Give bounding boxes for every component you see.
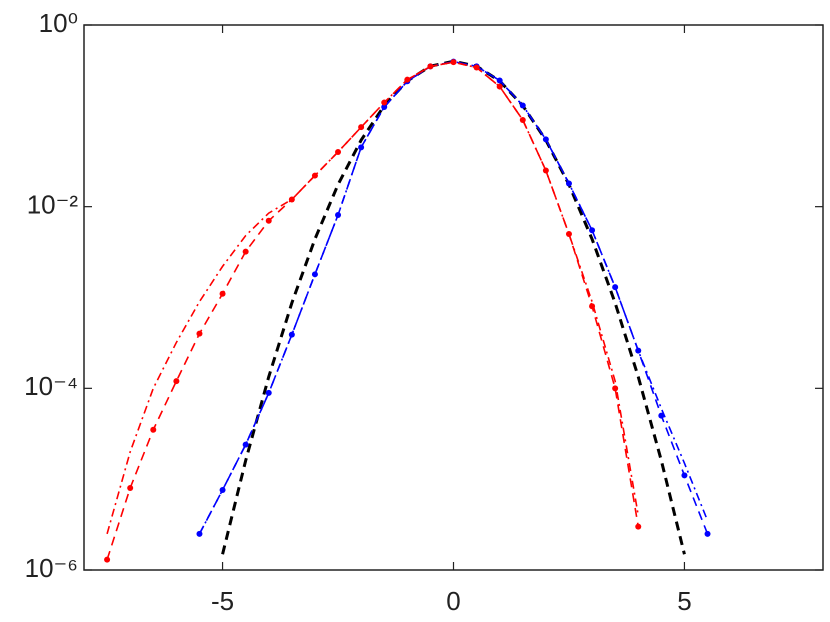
- data-point: [196, 530, 203, 537]
- data-point: [335, 211, 342, 218]
- data-point: [127, 484, 134, 491]
- data-point: [589, 303, 596, 310]
- data-point: [150, 426, 157, 433]
- data-point: [635, 523, 642, 530]
- x-tick-label: 5: [677, 586, 691, 616]
- data-point: [681, 472, 688, 479]
- data-point: [173, 378, 180, 385]
- data-point: [404, 76, 411, 83]
- data-point: [381, 99, 388, 106]
- data-point: [242, 248, 249, 255]
- data-point: [265, 217, 272, 224]
- data-point: [242, 441, 249, 448]
- data-point: [265, 389, 272, 396]
- data-point: [519, 116, 526, 123]
- data-point: [496, 83, 503, 90]
- data-point: [565, 180, 572, 187]
- data-point: [381, 104, 388, 111]
- data-point: [219, 486, 226, 493]
- data-point: [635, 347, 642, 354]
- data-point: [450, 59, 457, 66]
- series-line: [106, 61, 640, 560]
- data-point: [311, 271, 318, 278]
- data-point: [196, 330, 203, 337]
- x-tick-label: -5: [211, 586, 234, 616]
- data-point: [335, 148, 342, 155]
- data-point: [589, 227, 596, 234]
- data-point: [311, 172, 318, 179]
- plot-layer: [104, 58, 711, 563]
- data-point: [496, 77, 503, 84]
- y-tick-label: 10⁻²: [27, 190, 79, 220]
- data-point: [612, 385, 619, 392]
- y-tick-label: 10⁻⁶: [25, 553, 78, 583]
- data-point: [704, 530, 711, 537]
- y-tick-label: 10⁻⁴: [24, 371, 78, 401]
- data-point: [288, 331, 295, 338]
- data-point: [358, 124, 365, 131]
- x-tick-label: 0: [446, 586, 460, 616]
- data-point: [612, 284, 619, 291]
- data-point: [473, 64, 480, 71]
- y-tick-label: 10⁰: [39, 8, 78, 38]
- plot-area: [83, 24, 824, 571]
- data-point: [104, 556, 111, 563]
- series-line: [221, 59, 686, 555]
- data-point: [358, 144, 365, 151]
- data-point: [219, 290, 226, 297]
- data-point: [542, 167, 549, 174]
- data-point: [288, 196, 295, 203]
- data-point: [658, 412, 665, 419]
- data-point: [427, 63, 434, 70]
- data-point: [565, 231, 572, 238]
- series-line: [198, 60, 709, 535]
- data-point: [542, 136, 549, 143]
- data-point: [519, 102, 526, 109]
